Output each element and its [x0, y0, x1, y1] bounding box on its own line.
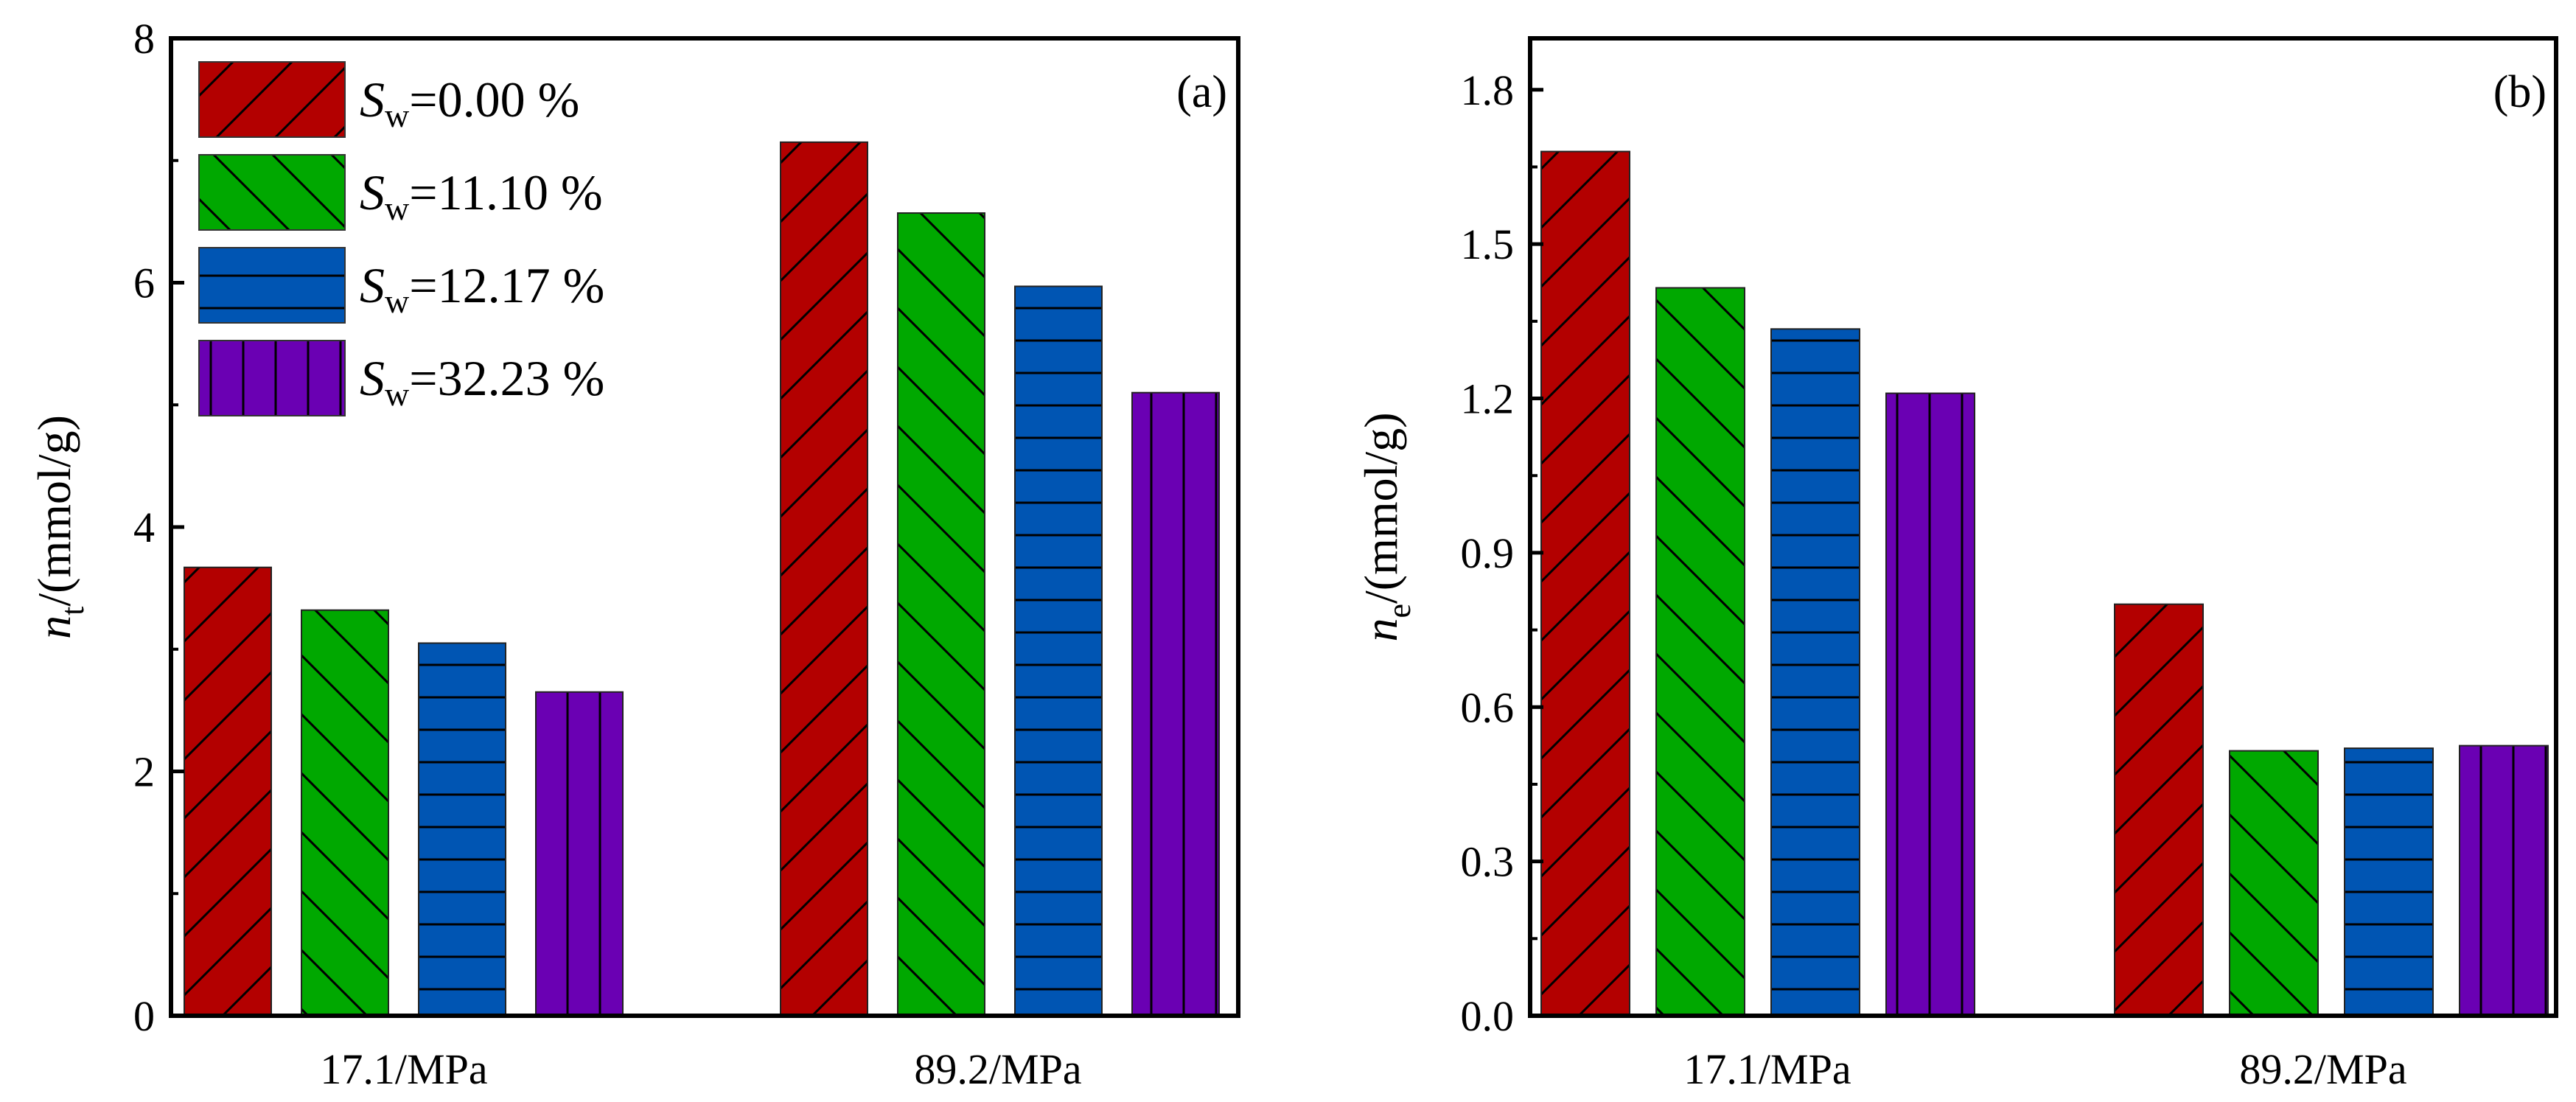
bar-hatch-a-s0-c1 [780, 141, 868, 1017]
bar-hatch-a-s3-c1 [1131, 391, 1220, 1016]
legend-item-3: Sw=32.23 % [198, 340, 604, 416]
category-label-a-1: 89.2/MPa [914, 1045, 1081, 1093]
y-tick-label: 2 [133, 748, 155, 796]
bar-hatch-a-s1-c1 [897, 212, 985, 1017]
y-axis-title-b: ne/(mmol/g) [1355, 412, 1417, 641]
y-tick-label: 0.0 [1461, 992, 1515, 1040]
y-tick-label: 4 [133, 503, 155, 551]
plot-frame-b [1528, 36, 2558, 1018]
bar-hatch-b-s2-c1 [2344, 747, 2434, 1016]
bar-hatch-b-s0-c0 [1540, 150, 1630, 1016]
bar-hatch-b-s0-c1 [2114, 603, 2204, 1016]
bar-hatch-a-s3-c0 [535, 691, 624, 1016]
y-tick-label: 0.3 [1461, 838, 1515, 886]
legend-item-0: Sw=0.00 % [198, 61, 579, 138]
panel-b: 0.0 0.3 0.6 0.9 1.2 1.5 1.8 (b) 17.1/MPa 89.2/… [1355, 36, 2558, 1093]
bar-hatch-a-s2-c0 [418, 642, 506, 1017]
svg-text:Sw=11.10 %: Sw=11.10 % [360, 164, 603, 227]
bar-hatch-b-s1-c0 [1655, 287, 1745, 1016]
y-ticks-a: 0 2 4 6 8 [133, 15, 184, 1040]
legend-item-2: Sw=12.17 % [198, 247, 604, 324]
panel-label-b: (b) [2493, 67, 2547, 117]
legend-item-1: Sw=11.10 % [198, 154, 603, 231]
y-tick-label: 1.2 [1461, 375, 1515, 423]
bar-hatch-a-s1-c0 [301, 609, 389, 1016]
bar-hatch-a-s0-c0 [184, 566, 272, 1016]
bar-hatch-b-s2-c0 [1770, 328, 1860, 1016]
svg-text:Sw=32.23 %: Sw=32.23 % [360, 350, 604, 413]
bar-hatch-a-s2-c1 [1014, 285, 1103, 1017]
bars-b [1540, 150, 2549, 1017]
y-tick-label: 0 [133, 992, 155, 1040]
y-tick-label: 0.6 [1461, 683, 1515, 731]
y-axis-title-a: nt/(mmol/g) [28, 415, 91, 639]
category-label-a-0: 17.1/MPa [320, 1045, 487, 1093]
bar-hatch-b-s3-c1 [2459, 744, 2549, 1017]
legend: Sw=0.00 % Sw=11.10 % Sw=12.17 % Sw=32.23… [198, 61, 604, 416]
bar-hatch-b-s3-c0 [1885, 392, 1975, 1016]
panel-label-a: (a) [1176, 67, 1227, 117]
y-tick-label: 8 [133, 15, 155, 63]
bars-a [184, 141, 1220, 1017]
plot-frame-a [169, 36, 1240, 1018]
y-tick-label: 1.8 [1461, 66, 1515, 114]
svg-text:Sw=12.17 %: Sw=12.17 % [360, 257, 604, 320]
svg-text:Sw=0.00 %: Sw=0.00 % [360, 72, 579, 134]
category-label-b-0: 17.1/MPa [1683, 1045, 1851, 1093]
y-tick-label: 1.5 [1461, 220, 1515, 268]
y-tick-label: 0.9 [1461, 529, 1515, 577]
bar-hatch-b-s1-c1 [2229, 750, 2319, 1017]
category-label-b-1: 89.2/MPa [2239, 1045, 2406, 1093]
y-tick-label: 6 [133, 259, 155, 307]
